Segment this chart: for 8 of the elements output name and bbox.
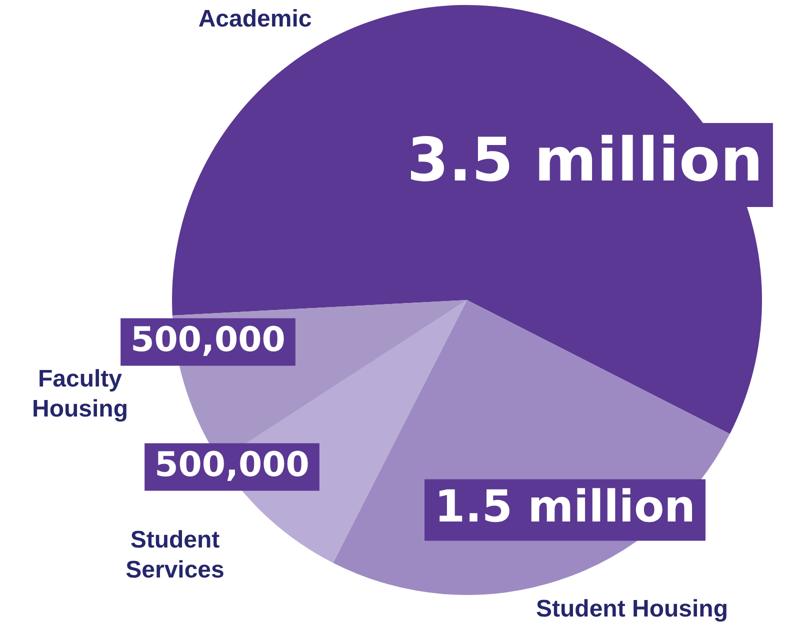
slice-label: Student Services [126,526,224,584]
data-label: 3.5 million [407,126,763,196]
slice-label: Faculty Housing [32,366,128,423]
data-label: 1.5 million [434,481,696,532]
data-label: 500,000 [154,444,310,485]
data-label: 500,000 [130,320,286,360]
slice-label: Student Housing [536,596,728,623]
slice-label: Academic [198,6,312,33]
